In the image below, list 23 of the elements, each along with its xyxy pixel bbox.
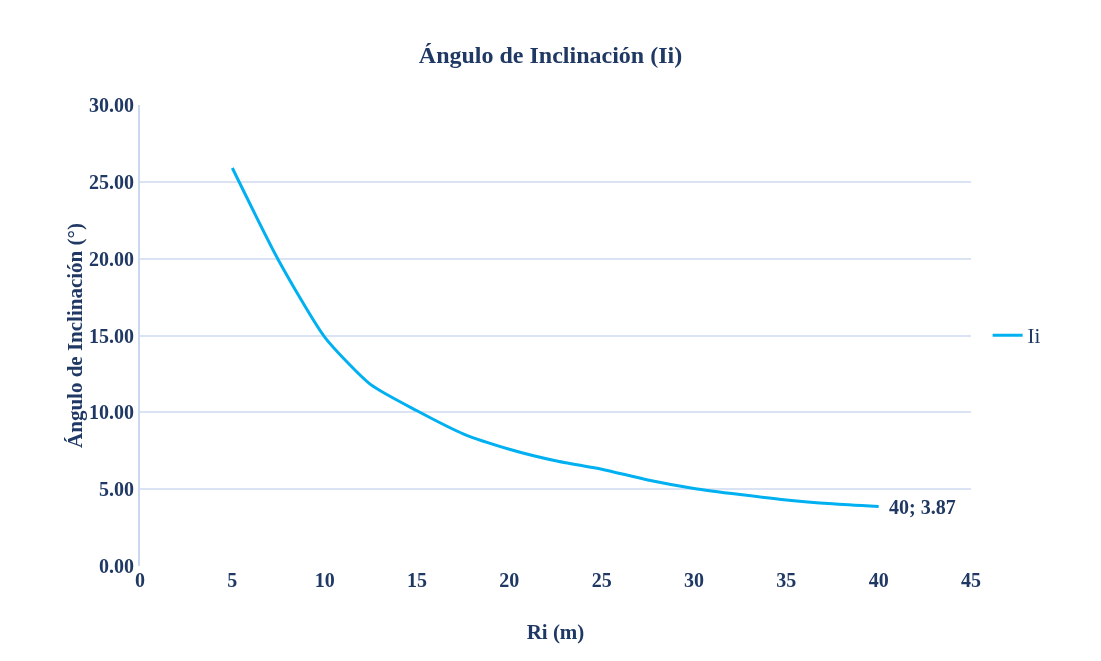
y-tick-label: 20.00 [89, 247, 134, 270]
annotation: 40; 3.87 [889, 496, 956, 518]
y-tick-label: 30.00 [89, 94, 134, 116]
chart-title: Ángulo de Inclinación (Ii) [418, 42, 683, 69]
x-tick-label: 5 [227, 569, 238, 591]
y-tick-label: 5.00 [99, 478, 134, 501]
x-tick-label: 30 [684, 569, 704, 591]
x-tick-label: 45 [961, 569, 981, 591]
y-tick-label: 25.00 [89, 170, 134, 193]
x-tick-label: 10 [314, 569, 335, 591]
x-tick-label: 15 [407, 569, 427, 591]
y-tick-label: 10.00 [89, 401, 134, 424]
x-tick-label: 0 [135, 569, 145, 591]
y-tick-label: 15.00 [89, 324, 134, 347]
x-tick-label: 40 [868, 569, 889, 591]
y-tick-label: 0.00 [99, 555, 134, 577]
x-tick-label: 35 [776, 569, 797, 591]
x-tick-label: 25 [591, 569, 612, 591]
line-series [230, 166, 881, 509]
x-tick-label: 20 [499, 569, 520, 591]
x-axis-title: Ri (m) [526, 620, 585, 644]
y-axis-title: Ángulo de Inclinación (°) [63, 223, 87, 448]
legend-label: Ii [1027, 324, 1041, 349]
